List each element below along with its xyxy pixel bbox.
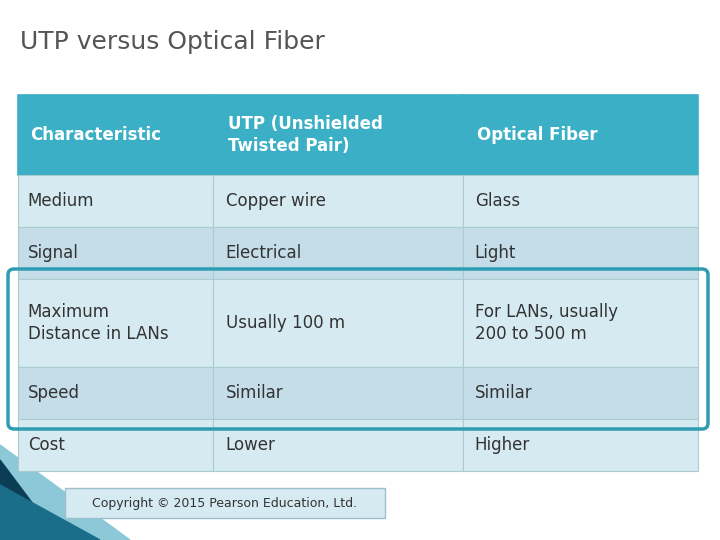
Bar bbox=[18, 175, 213, 227]
Bar bbox=[213, 279, 463, 367]
Bar bbox=[18, 95, 213, 175]
Text: Light: Light bbox=[474, 244, 516, 262]
Bar bbox=[463, 367, 698, 419]
Text: Cost: Cost bbox=[28, 436, 65, 454]
Text: Copper wire: Copper wire bbox=[225, 192, 325, 210]
Text: UTP versus Optical Fiber: UTP versus Optical Fiber bbox=[20, 30, 325, 54]
Bar bbox=[463, 227, 698, 279]
Polygon shape bbox=[0, 485, 100, 540]
Text: Characteristic: Characteristic bbox=[30, 126, 161, 144]
Bar bbox=[463, 95, 698, 175]
Bar bbox=[18, 367, 213, 419]
Text: Glass: Glass bbox=[474, 192, 520, 210]
Bar bbox=[18, 279, 213, 367]
Text: Higher: Higher bbox=[474, 436, 530, 454]
Bar bbox=[18, 227, 213, 279]
Bar bbox=[213, 95, 463, 175]
Bar bbox=[463, 279, 698, 367]
Bar bbox=[463, 175, 698, 227]
Text: For LANs, usually
200 to 500 m: For LANs, usually 200 to 500 m bbox=[474, 303, 618, 343]
Bar bbox=[213, 175, 463, 227]
Text: Usually 100 m: Usually 100 m bbox=[225, 314, 345, 332]
Bar bbox=[463, 419, 698, 471]
Polygon shape bbox=[0, 460, 60, 540]
Text: Similar: Similar bbox=[474, 384, 532, 402]
Bar bbox=[65, 488, 385, 518]
Text: Similar: Similar bbox=[225, 384, 283, 402]
Text: Copyright © 2015 Pearson Education, Ltd.: Copyright © 2015 Pearson Education, Ltd. bbox=[92, 496, 358, 510]
Bar bbox=[213, 419, 463, 471]
Bar bbox=[213, 227, 463, 279]
Text: Maximum
Distance in LANs: Maximum Distance in LANs bbox=[28, 303, 168, 343]
Text: Optical Fiber: Optical Fiber bbox=[477, 126, 598, 144]
Text: Speed: Speed bbox=[28, 384, 80, 402]
Text: Lower: Lower bbox=[225, 436, 275, 454]
Text: UTP (Unshielded
Twisted Pair): UTP (Unshielded Twisted Pair) bbox=[228, 115, 383, 155]
Polygon shape bbox=[0, 445, 130, 540]
Text: Medium: Medium bbox=[28, 192, 94, 210]
Text: Electrical: Electrical bbox=[225, 244, 302, 262]
Bar bbox=[18, 419, 213, 471]
Bar bbox=[213, 367, 463, 419]
Text: Signal: Signal bbox=[28, 244, 78, 262]
